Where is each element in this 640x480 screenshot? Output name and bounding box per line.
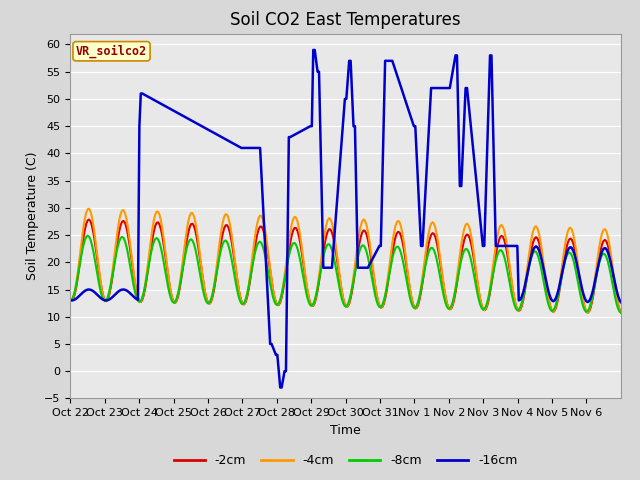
Title: Soil CO2 East Temperatures: Soil CO2 East Temperatures [230,11,461,29]
X-axis label: Time: Time [330,424,361,437]
Y-axis label: Soil Temperature (C): Soil Temperature (C) [26,152,39,280]
Legend: -2cm, -4cm, -8cm, -16cm: -2cm, -4cm, -8cm, -16cm [168,449,523,472]
Text: VR_soilco2: VR_soilco2 [76,45,147,58]
